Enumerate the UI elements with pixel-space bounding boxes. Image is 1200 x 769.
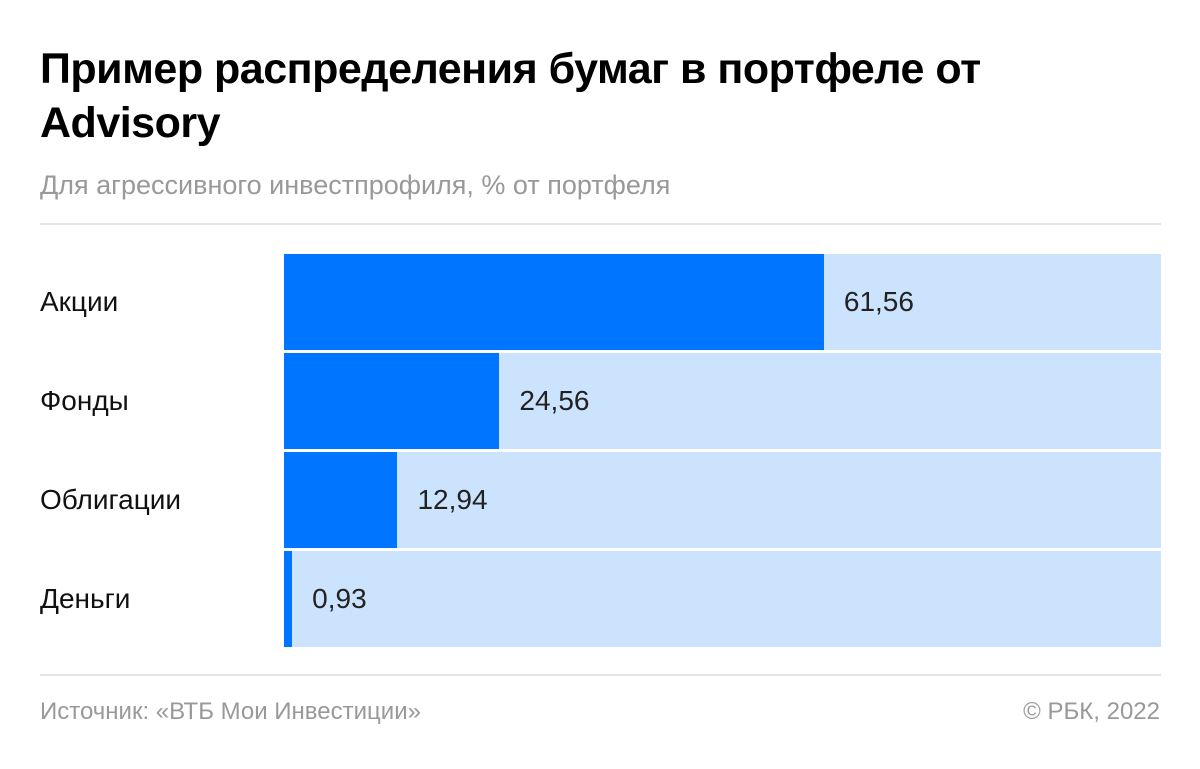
- bar-track: 61,56: [284, 254, 1161, 350]
- value-label: 61,56: [843, 286, 914, 317]
- bar-track: 0,93: [284, 551, 1161, 647]
- bar: [284, 452, 398, 548]
- bar: [284, 551, 293, 647]
- category-label: Акции: [40, 286, 119, 317]
- value-label: 24,56: [519, 385, 590, 416]
- copyright: © РБК, 2022: [1023, 698, 1160, 725]
- top-divider: [40, 223, 1161, 225]
- chart-title: Пример распределения бумаг в портфеле от…: [40, 45, 981, 147]
- value-label: 12,94: [417, 484, 488, 515]
- bar-chart: Акции 61,56 Фонды 24,56 Облигации 12,94 …: [40, 254, 1161, 650]
- bar-row: Фонды 24,56: [40, 353, 1161, 449]
- bar: [284, 353, 500, 449]
- bar-row: Облигации 12,94: [40, 452, 1161, 548]
- bar-track: 24,56: [284, 353, 1161, 449]
- source-note: Источник: «ВТБ Мои Инвестиции»: [40, 698, 421, 725]
- bar: [284, 254, 824, 350]
- category-label: Деньги: [40, 583, 131, 614]
- bottom-divider: [40, 674, 1161, 676]
- category-label: Облигации: [40, 484, 182, 515]
- category-label: Фонды: [40, 385, 129, 416]
- bar-track: 12,94: [284, 452, 1161, 548]
- chart-subtitle: Для агрессивного инвестпрофиля, % от пор…: [40, 170, 671, 200]
- bar-row: Акции 61,56: [40, 254, 1161, 350]
- bar-row: Деньги 0,93: [40, 551, 1161, 647]
- value-label: 0,93: [312, 583, 367, 614]
